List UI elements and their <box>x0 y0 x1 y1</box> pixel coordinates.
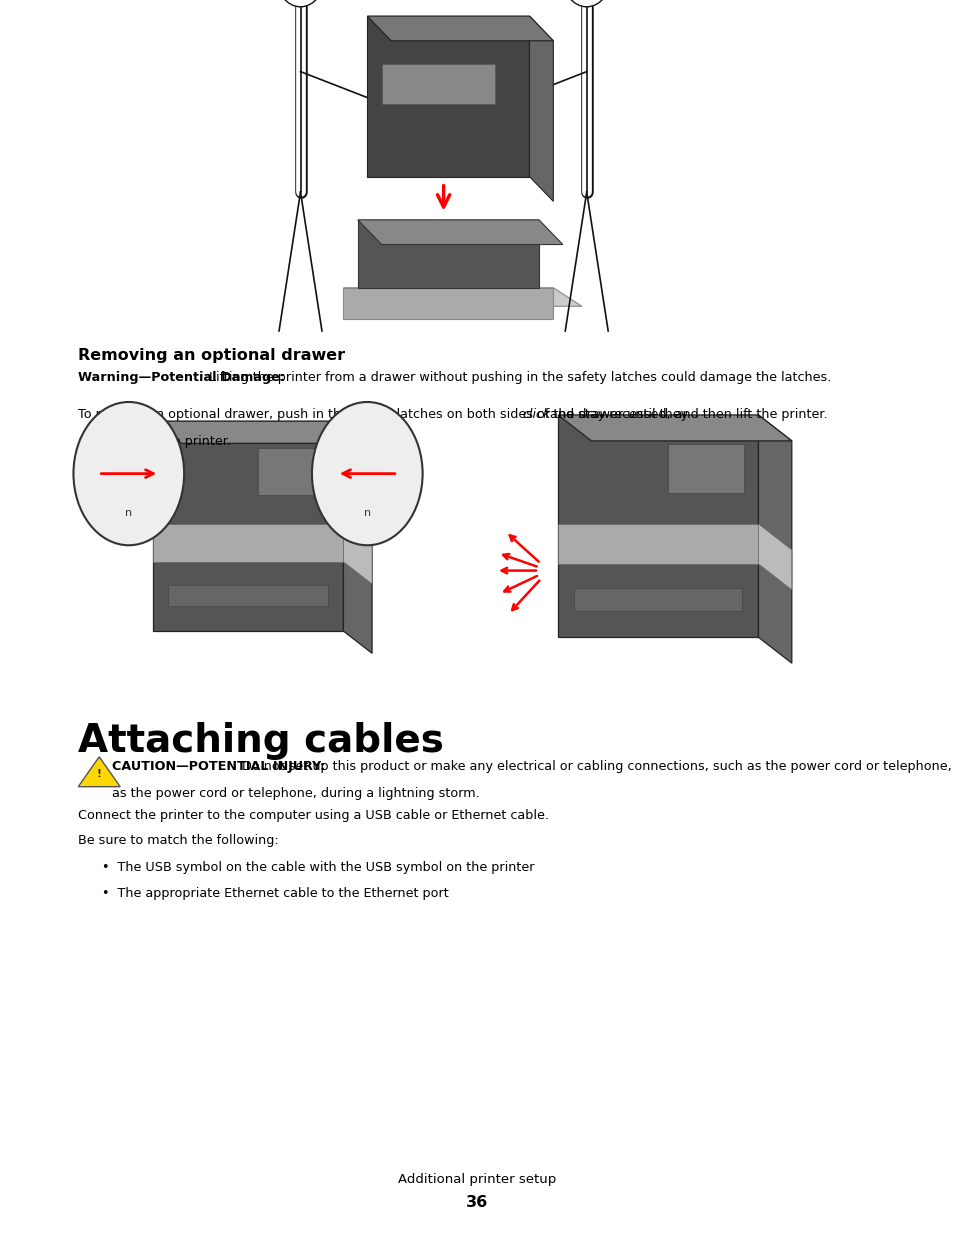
Polygon shape <box>152 421 372 443</box>
Text: 36: 36 <box>465 1195 488 1210</box>
Text: To remove an optional drawer, push in the safety latches on both sides of the dr: To remove an optional drawer, push in th… <box>78 408 692 421</box>
Polygon shape <box>357 220 538 288</box>
Polygon shape <box>343 288 581 306</box>
Text: Do not set up this product or make any electrical or cabling connections, such a: Do not set up this product or make any e… <box>237 760 953 773</box>
Text: and then lift the printer.: and then lift the printer. <box>78 435 231 448</box>
Circle shape <box>73 403 184 546</box>
FancyBboxPatch shape <box>168 585 328 606</box>
Text: and stay recessed, and then lift the printer.: and stay recessed, and then lift the pri… <box>545 408 826 421</box>
Text: Additional printer setup: Additional printer setup <box>397 1173 556 1187</box>
FancyBboxPatch shape <box>667 443 743 493</box>
Text: •  The USB symbol on the cable with the USB symbol on the printer: • The USB symbol on the cable with the U… <box>102 861 534 874</box>
Circle shape <box>561 0 611 7</box>
Circle shape <box>275 0 325 7</box>
Polygon shape <box>758 524 791 590</box>
FancyBboxPatch shape <box>574 588 741 610</box>
Text: Lifting the printer from a drawer without pushing in the safety latches could da: Lifting the printer from a drawer withou… <box>205 370 830 384</box>
Polygon shape <box>152 524 343 562</box>
Polygon shape <box>152 421 343 631</box>
Polygon shape <box>558 524 758 564</box>
Text: •  The appropriate Ethernet cable to the Ethernet port: • The appropriate Ethernet cable to the … <box>102 887 448 900</box>
Polygon shape <box>367 16 529 177</box>
Circle shape <box>312 403 422 546</box>
Text: Warning—Potential Damage:: Warning—Potential Damage: <box>78 370 285 384</box>
Text: Attaching cables: Attaching cables <box>78 722 444 761</box>
Polygon shape <box>558 415 791 441</box>
Polygon shape <box>343 288 553 319</box>
Polygon shape <box>529 16 553 201</box>
Polygon shape <box>343 524 372 584</box>
Polygon shape <box>367 16 553 41</box>
FancyBboxPatch shape <box>257 448 330 494</box>
Polygon shape <box>758 415 791 663</box>
Text: n: n <box>363 508 371 517</box>
Polygon shape <box>343 421 372 653</box>
Text: as the power cord or telephone, during a lightning storm.: as the power cord or telephone, during a… <box>112 787 478 800</box>
Polygon shape <box>357 220 562 245</box>
Text: click: click <box>522 408 550 421</box>
Polygon shape <box>78 757 120 787</box>
Text: Removing an optional drawer: Removing an optional drawer <box>78 348 345 363</box>
Polygon shape <box>558 415 758 637</box>
FancyBboxPatch shape <box>381 64 495 104</box>
Text: n: n <box>125 508 132 517</box>
Text: Be sure to match the following:: Be sure to match the following: <box>78 834 278 847</box>
Text: CAUTION—POTENTIAL INJURY:: CAUTION—POTENTIAL INJURY: <box>112 760 325 773</box>
Text: !: ! <box>96 769 102 779</box>
Text: Connect the printer to the computer using a USB cable or Ethernet cable.: Connect the printer to the computer usin… <box>78 809 549 823</box>
